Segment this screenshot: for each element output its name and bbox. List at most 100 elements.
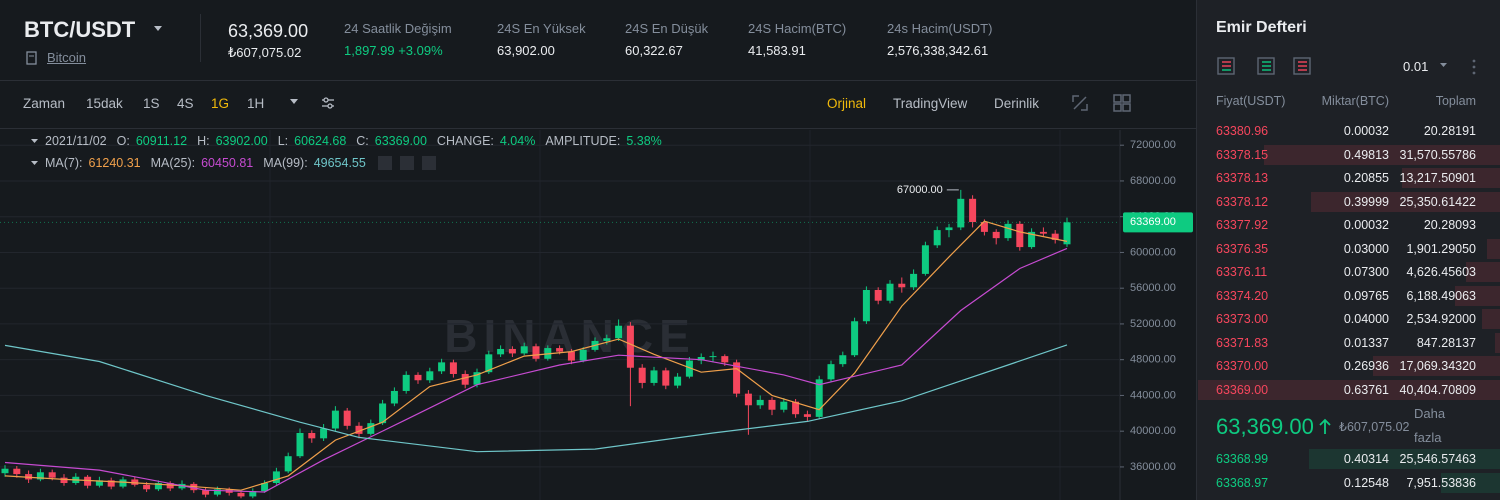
collapse-caret[interactable]: [30, 138, 39, 145]
collapse-caret[interactable]: [30, 160, 39, 167]
candle-body: [933, 230, 941, 246]
precision-select[interactable]: 0.01: [1403, 59, 1429, 74]
candle-body: [249, 491, 257, 497]
y-tick-label: 48000.00: [1130, 354, 1176, 366]
candle-body: [709, 356, 717, 358]
candle-body: [485, 354, 493, 373]
ma-legend: MA(7): 61240.31 MA(25): 60450.81 MA(99): 4965…: [30, 156, 436, 170]
price-tag-label: 63369.00: [1130, 216, 1176, 228]
pair-caret[interactable]: [153, 25, 163, 33]
book-price[interactable]: 63378.13: [1216, 171, 1269, 185]
book-price[interactable]: 63368.99: [1216, 452, 1269, 466]
book-total: 20.28093: [1423, 218, 1476, 232]
ma-line: [4, 247, 1068, 493]
book-total: 13,217.50901: [1399, 171, 1476, 185]
view-tab[interactable]: Orjinal: [827, 96, 867, 111]
candle-body: [331, 410, 339, 429]
ma-control: [377, 156, 392, 170]
candle-body: [60, 477, 68, 484]
fullscreen-icon[interactable]: [1071, 94, 1089, 112]
book-total: 4,626.45603: [1406, 265, 1476, 279]
candle-body: [237, 492, 245, 497]
ohlc-value: 63369.00: [374, 134, 427, 148]
book-price[interactable]: 63371.83: [1216, 335, 1269, 350]
candle-body: [414, 374, 422, 381]
candle-body: [886, 283, 894, 301]
book-price[interactable]: 63376.35: [1216, 241, 1269, 256]
candle-body: [662, 370, 670, 386]
candle-body: [166, 483, 174, 489]
book-last-price-fiat: ₺607,075.02: [1339, 420, 1410, 434]
candle-body: [402, 374, 410, 391]
candle-body: [261, 483, 269, 492]
layout-icon[interactable]: [1113, 94, 1131, 112]
candle-body: [1039, 231, 1047, 234]
interval-button[interactable]: 15dak: [86, 96, 123, 111]
book-price[interactable]: 63376.11: [1216, 265, 1268, 279]
book-price[interactable]: 63369.00: [1216, 382, 1269, 397]
book-amount: 0.09765: [1343, 288, 1389, 303]
depth-bar: [1401, 168, 1500, 188]
divider: [0, 80, 1196, 81]
ohlc-label: AMPLITUDE:: [545, 134, 621, 148]
book-price[interactable]: 63370.00: [1216, 359, 1269, 373]
depth-bar: [1454, 285, 1500, 306]
precision-caret[interactable]: [1439, 62, 1449, 70]
candle-body: [296, 432, 304, 457]
candle-body: [154, 483, 162, 490]
view-tab[interactable]: TradingView: [893, 96, 968, 111]
book-total: 6,188.49063: [1406, 288, 1476, 303]
ma-name: MA(25):: [150, 155, 196, 170]
asset-name[interactable]: Bitcoin: [47, 50, 87, 65]
candle-body: [650, 370, 658, 383]
pair-symbol[interactable]: BTC/USDT: [24, 17, 136, 42]
book-total: 17,069.34320: [1399, 359, 1476, 373]
book-price[interactable]: 63377.92: [1216, 218, 1269, 232]
interval-button[interactable]: 1G: [211, 96, 230, 111]
stat-value: 60,322.67: [625, 43, 683, 58]
y-tick-label: 56000.00: [1130, 282, 1176, 294]
book-total: 7,951.53836: [1406, 475, 1476, 490]
stat-label: 24S Hacim(BTC): [748, 21, 847, 36]
candle-body: [119, 479, 127, 487]
candle-body: [827, 364, 835, 380]
book-price[interactable]: 63378.12: [1216, 194, 1269, 209]
book-view-icons[interactable]: [1217, 57, 1327, 77]
candle-body: [461, 373, 469, 385]
book-price[interactable]: 63368.97: [1216, 475, 1269, 490]
candle-body: [638, 367, 646, 383]
more-menu[interactable]: [1471, 58, 1477, 76]
candle-body: [969, 198, 977, 223]
more-link[interactable]: Daha fazla: [1414, 406, 1446, 445]
y-tick-label: 36000.00: [1130, 461, 1176, 473]
book-amount: 0.03000: [1343, 241, 1389, 256]
ma-value: 49654.55: [313, 155, 366, 170]
max-label: 67000.00: [897, 184, 943, 196]
stat-label: 24s Hacim(USDT): [887, 21, 993, 36]
settings-icon[interactable]: [320, 95, 336, 111]
book-price[interactable]: 63380.96: [1216, 124, 1269, 138]
book-total: 40,404.70809: [1399, 382, 1476, 397]
book-total: 847.28137: [1416, 335, 1476, 350]
view-tab[interactable]: Derinlik: [994, 96, 1040, 111]
book-price[interactable]: 63373.00: [1216, 312, 1269, 326]
y-tick-label: 60000.00: [1130, 246, 1176, 258]
depth-bar: [1466, 262, 1500, 282]
book-price[interactable]: 63378.15: [1216, 147, 1269, 162]
last-price: 63,369.00: [228, 21, 309, 41]
interval-caret[interactable]: [289, 98, 299, 106]
ma-control: [421, 156, 436, 170]
book-total: 1,901.29050: [1406, 241, 1476, 256]
column-header: Fiyat(USDT): [1216, 94, 1286, 108]
interval-button[interactable]: 4S: [177, 96, 194, 111]
interval-button[interactable]: 1S: [143, 96, 160, 111]
interval-label: Zaman: [23, 96, 66, 111]
book-price[interactable]: 63374.20: [1216, 288, 1269, 303]
candle-body: [36, 472, 44, 480]
book-amount: 0.01337: [1343, 335, 1389, 350]
depth-bar: [1264, 144, 1500, 165]
interval-button[interactable]: 1H: [247, 96, 265, 111]
column-header: Miktar(BTC): [1321, 94, 1389, 108]
candle-body: [792, 401, 800, 415]
book-amount: 0.26936: [1343, 359, 1389, 373]
